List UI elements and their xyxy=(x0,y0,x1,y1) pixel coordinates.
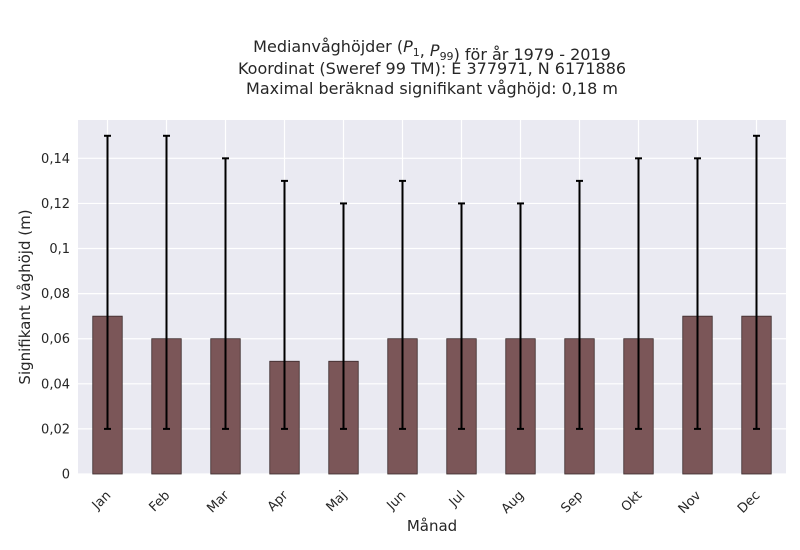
y-axis-ticks: 0 0,02 0,04 0,06 0,08 0,1 0,12 0,14 xyxy=(41,152,70,483)
chart-title: Medianvåghöjder (P1, P99) för år 1979 - … xyxy=(238,37,626,98)
y-tick-label: 0,02 xyxy=(41,422,70,437)
x-tick-label: Maj xyxy=(324,488,351,515)
y-gridlines xyxy=(78,157,786,475)
x-tick-label: Mar xyxy=(204,488,232,516)
y-tick-label: 0,04 xyxy=(41,377,70,392)
x-tick-label: Jun xyxy=(384,488,410,514)
x-tick-label: Sep xyxy=(558,488,586,516)
error-bar-mar xyxy=(222,157,229,430)
y-axis-label: Signifikant våghöjd (m) xyxy=(16,209,34,384)
plot-area xyxy=(78,120,786,474)
x-tick-label: Nov xyxy=(676,488,705,517)
error-bar-apr xyxy=(281,179,288,430)
error-bar-nov xyxy=(694,157,701,430)
x-tick-label: Apr xyxy=(265,488,292,515)
title-line-3: Maximal beräknad signifikant våghöjd: 0,… xyxy=(246,79,618,98)
error-bar-sep xyxy=(576,179,583,430)
error-bars xyxy=(104,134,760,430)
error-bar-jun xyxy=(399,179,406,430)
x-tick-label: Feb xyxy=(146,488,173,515)
title-line-1: Medianvåghöjder (P1, P99) för år 1979 - … xyxy=(253,37,611,64)
title-line-2: Koordinat (Sweref 99 TM): E 377971, N 61… xyxy=(238,59,626,78)
error-bar-feb xyxy=(163,134,170,430)
y-tick-label: 0,1 xyxy=(49,242,70,257)
y-tick-label: 0,08 xyxy=(41,287,70,302)
error-bar-okt xyxy=(635,157,642,430)
error-bar-aug xyxy=(517,202,524,430)
x-tick-label: Okt xyxy=(619,488,646,515)
x-tick-label: Jul xyxy=(446,488,468,510)
x-axis-label: Månad xyxy=(407,517,457,535)
y-tick-label: 0,06 xyxy=(41,332,70,347)
error-bar-dec xyxy=(753,134,760,430)
error-bar-jan xyxy=(104,134,111,430)
y-tick-label: 0,14 xyxy=(41,152,70,167)
x-tick-label: Dec xyxy=(735,488,763,516)
y-tick-label: 0 xyxy=(62,468,70,483)
x-axis-ticks: Jan Feb Mar Apr Maj Jun Jul Aug Sep Okt Nov Dec xyxy=(89,488,763,517)
error-bar-maj xyxy=(340,202,347,430)
error-bar-jul xyxy=(458,202,465,430)
y-tick-label: 0,12 xyxy=(41,197,70,212)
x-tick-label: Jan xyxy=(89,488,114,513)
x-tick-label: Aug xyxy=(499,488,528,517)
